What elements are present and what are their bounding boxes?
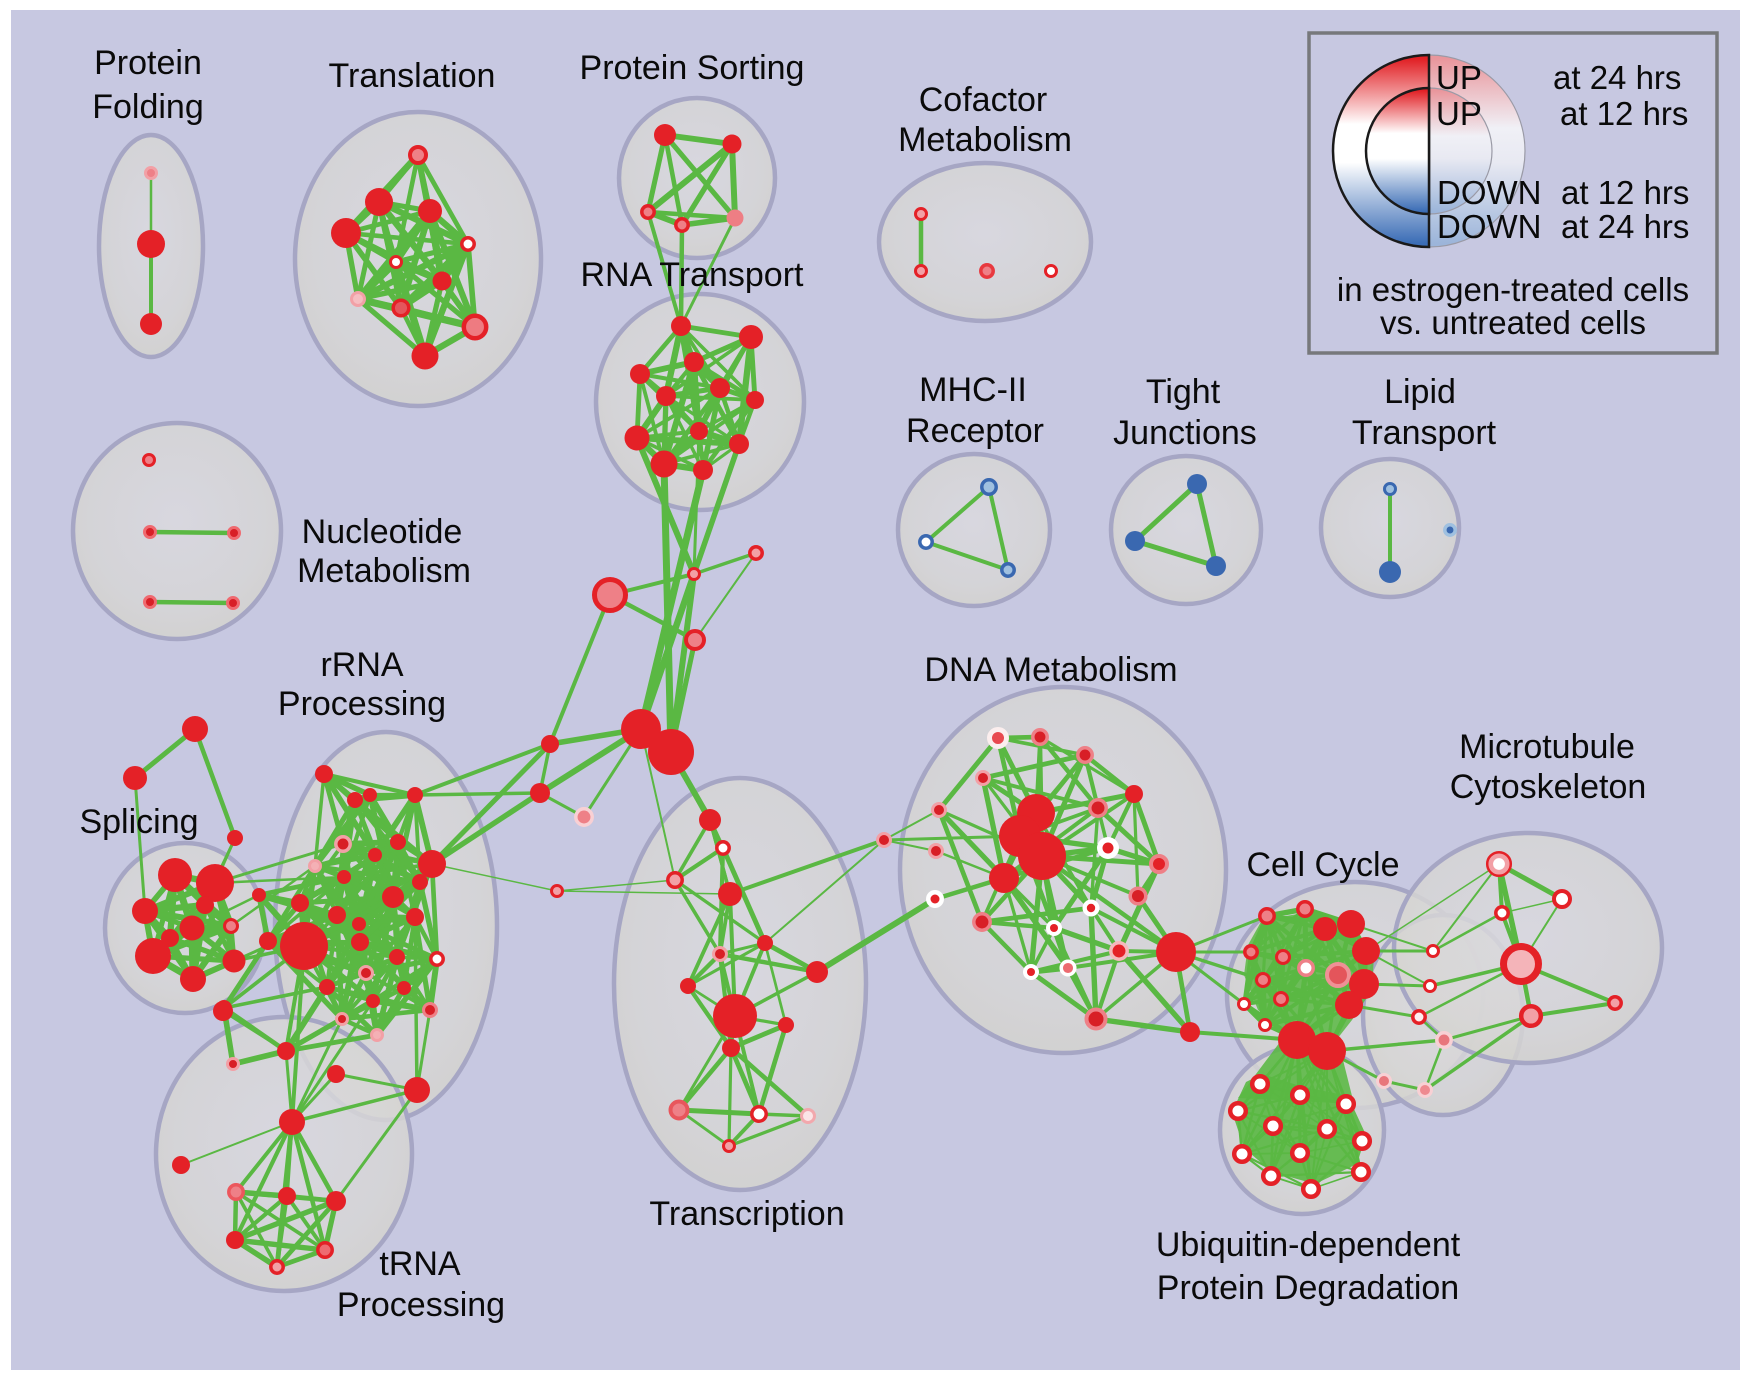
svg-text:Cofactor: Cofactor <box>919 81 1048 119</box>
svg-text:rRNA: rRNA <box>320 646 403 684</box>
svg-text:RNA Transport: RNA Transport <box>581 256 805 294</box>
svg-text:Junctions: Junctions <box>1113 414 1257 452</box>
svg-text:Lipid: Lipid <box>1384 373 1456 411</box>
svg-text:Translation: Translation <box>329 57 496 95</box>
svg-text:MHC-II: MHC-II <box>919 371 1027 409</box>
svg-text:UP: UP <box>1436 95 1482 132</box>
svg-text:at 12 hrs: at 12 hrs <box>1561 174 1689 211</box>
svg-text:vs. untreated cells: vs. untreated cells <box>1380 304 1646 341</box>
svg-text:DNA Metabolism: DNA Metabolism <box>924 651 1177 689</box>
svg-text:Metabolism: Metabolism <box>297 552 471 590</box>
svg-text:Metabolism: Metabolism <box>898 121 1072 159</box>
svg-text:Protein Sorting: Protein Sorting <box>580 49 805 87</box>
svg-text:at 24 hrs: at 24 hrs <box>1553 59 1681 96</box>
svg-text:DOWN: DOWN <box>1437 174 1541 211</box>
svg-text:Splicing: Splicing <box>79 803 198 841</box>
svg-text:Folding: Folding <box>92 88 204 126</box>
svg-text:in estrogen-treated cells: in estrogen-treated cells <box>1337 271 1689 308</box>
svg-text:Cytoskeleton: Cytoskeleton <box>1450 768 1647 806</box>
svg-text:at 24 hrs: at 24 hrs <box>1561 208 1689 245</box>
svg-text:Transcription: Transcription <box>649 1195 844 1233</box>
svg-text:tRNA: tRNA <box>379 1245 461 1283</box>
svg-text:Processing: Processing <box>278 685 446 723</box>
svg-text:Ubiquitin-dependent: Ubiquitin-dependent <box>1156 1226 1461 1264</box>
svg-text:at 12 hrs: at 12 hrs <box>1560 95 1688 132</box>
svg-text:Tight: Tight <box>1146 373 1221 411</box>
svg-text:Protein: Protein <box>94 44 202 82</box>
svg-text:Transport: Transport <box>1352 414 1497 452</box>
svg-text:Protein Degradation: Protein Degradation <box>1157 1269 1459 1307</box>
svg-text:Nucleotide: Nucleotide <box>302 513 463 551</box>
svg-text:Cell Cycle: Cell Cycle <box>1246 846 1399 884</box>
svg-text:Receptor: Receptor <box>906 412 1044 450</box>
svg-text:Processing: Processing <box>337 1286 505 1324</box>
svg-text:Microtubule: Microtubule <box>1459 728 1635 766</box>
svg-text:DOWN: DOWN <box>1437 208 1541 245</box>
svg-text:UP: UP <box>1436 59 1482 96</box>
